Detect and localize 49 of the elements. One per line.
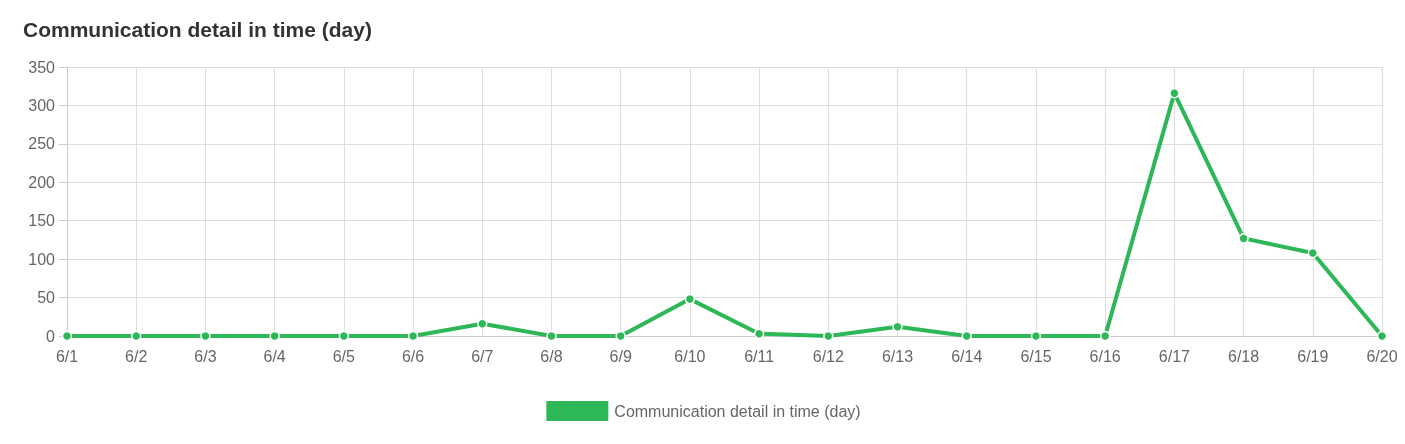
x-tick-label: 6/8: [540, 347, 563, 365]
point: [338, 330, 350, 342]
point: [130, 330, 142, 342]
point: [407, 330, 419, 342]
point: [477, 318, 488, 329]
y-tick-label: 150: [28, 212, 56, 230]
y-tick-label: 50: [37, 289, 56, 307]
y-tick-label: 200: [28, 173, 56, 191]
y-tick-label: 0: [46, 327, 56, 345]
x-tick-label: 6/9: [609, 347, 632, 365]
x-tick-label: 6/13: [881, 347, 914, 365]
point: [1376, 330, 1388, 342]
point: [1099, 330, 1111, 342]
x-tick-label: 6/20: [1366, 347, 1398, 365]
x-tick-label: 6/1: [55, 347, 79, 365]
point: [753, 328, 765, 339]
point: [961, 330, 972, 342]
y-tick-label: 250: [28, 135, 56, 153]
x-tick-label: 6/3: [194, 347, 217, 365]
point: [1169, 87, 1180, 99]
x-tick-label: 6/5: [332, 347, 356, 365]
x-tick-label: 6/15: [1020, 347, 1052, 365]
x-tick-label: 6/2: [125, 347, 148, 365]
x-tick-label: 6/11: [744, 347, 775, 365]
point: [1030, 330, 1042, 342]
x-tick-label: 6/14: [951, 347, 983, 365]
x-tick-label: 6/16: [1089, 347, 1121, 365]
x-tick-label: 6/18: [1228, 347, 1260, 365]
x-tick-label: 6/12: [812, 347, 844, 365]
x-tick-label: 6/17: [1158, 347, 1191, 365]
x-tick-label: 6/19: [1297, 347, 1329, 365]
y-tick-label: 100: [28, 250, 56, 268]
point: [823, 330, 834, 342]
x-tick-label: 6/10: [674, 347, 706, 365]
legend-label: Communication detail in time (day): [614, 402, 861, 420]
point: [546, 330, 557, 342]
chart-title: Communication detail in time (day): [23, 18, 372, 41]
point: [1307, 247, 1319, 259]
point: [200, 330, 211, 342]
y-tick-label: 300: [28, 96, 56, 114]
point: [684, 293, 696, 305]
point: [1238, 233, 1249, 244]
point: [892, 321, 903, 333]
y-tick-label: 350: [28, 58, 56, 76]
x-tick-label: 6/4: [263, 347, 286, 365]
x-tick-label: 6/6: [401, 347, 425, 365]
x-tick-label: 6/7: [471, 347, 494, 365]
point: [615, 330, 626, 342]
point: [269, 330, 280, 342]
